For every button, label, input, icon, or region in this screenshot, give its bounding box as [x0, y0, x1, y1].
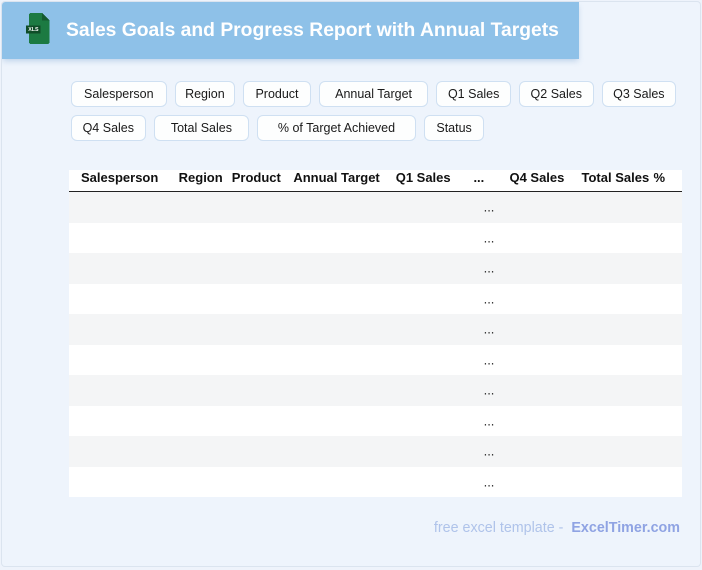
- svg-text:XLS: XLS: [28, 27, 39, 33]
